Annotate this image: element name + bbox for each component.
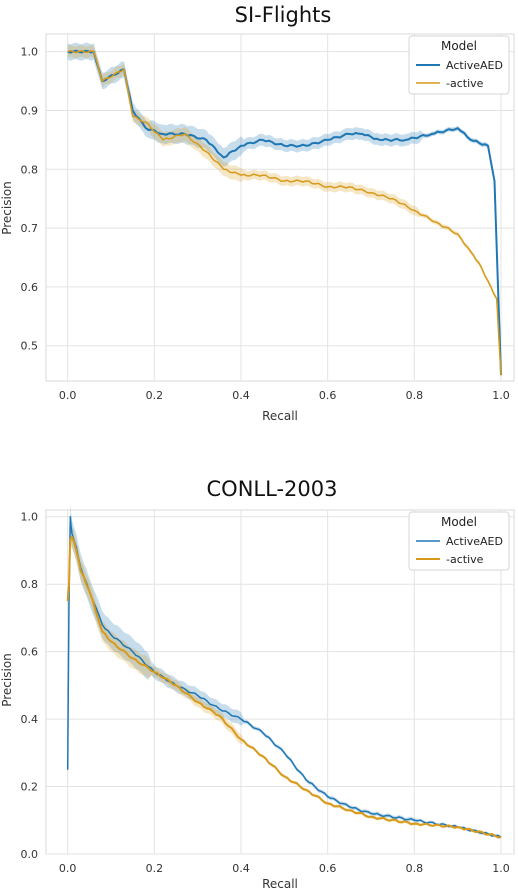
x-axis-label: Recall: [262, 877, 298, 891]
series-line-active: [66, 536, 502, 839]
y-tick-label: 0.7: [21, 222, 39, 235]
legend-label-minus-active: -active: [446, 77, 484, 90]
legend-label-activeaed: ActiveAED: [446, 59, 503, 72]
chart-title: SI-Flights: [235, 3, 332, 27]
x-tick-label: 0.0: [59, 389, 77, 402]
legend: Model ActiveAED -active: [408, 511, 510, 571]
series-line-active: [67, 49, 502, 376]
x-tick-label: 0.2: [146, 862, 164, 875]
chart-si-flights: SI-Flights 0.0 0.2 0.4 0.6 0.8 1.0 0.5 0.6 0.7 0…: [0, 3, 515, 423]
x-tick-label: 0.4: [232, 862, 250, 875]
x-axis-label: Recall: [262, 409, 298, 423]
y-tick-label: 1.0: [21, 46, 39, 59]
y-tick-label: 0.6: [21, 646, 39, 659]
y-tick-label: 0.4: [21, 713, 39, 726]
y-tick-label: 1.0: [21, 511, 39, 524]
x-tick-label: 1.0: [492, 389, 510, 402]
y-tick-label: 0.6: [21, 281, 39, 294]
y-tick-label: 0.8: [21, 163, 39, 176]
x-tick-label: 0.0: [59, 862, 77, 875]
x-tick-label: 0.8: [406, 389, 424, 402]
y-tick-label: 0.2: [21, 781, 39, 794]
legend-title: Model: [441, 39, 477, 53]
chart-title: CONLL-2003: [207, 477, 338, 501]
x-tick-label: 0.2: [146, 389, 164, 402]
chart-conll-2003: CONLL-2003 0.0 0.2 0.4 0.6 0.8 1.0 0.0 0.2 0.4 0…: [0, 477, 515, 891]
confidence-band-activeaed: [67, 42, 501, 378]
legend-title: Model: [441, 515, 477, 529]
y-tick-label: 0.8: [21, 578, 39, 591]
legend-label-minus-active: -active: [446, 553, 484, 566]
y-tick-label: 0.9: [21, 104, 39, 117]
y-axis-label: Precision: [0, 653, 14, 707]
legend-box: [408, 35, 510, 95]
x-tick-label: 1.0: [492, 862, 510, 875]
y-tick-label: 0.5: [21, 340, 39, 353]
legend: Model ActiveAED -active: [408, 35, 510, 95]
legend-label-activeaed: ActiveAED: [446, 535, 503, 548]
legend-box: [408, 511, 510, 571]
series-line-activeaed: [66, 515, 502, 838]
x-tick-label: 0.8: [406, 862, 424, 875]
x-tick-label: 0.6: [319, 389, 337, 402]
y-axis-label: Precision: [0, 181, 14, 235]
y-tick-label: 0.0: [21, 848, 39, 861]
x-tick-label: 0.6: [319, 862, 337, 875]
x-tick-label: 0.4: [232, 389, 250, 402]
